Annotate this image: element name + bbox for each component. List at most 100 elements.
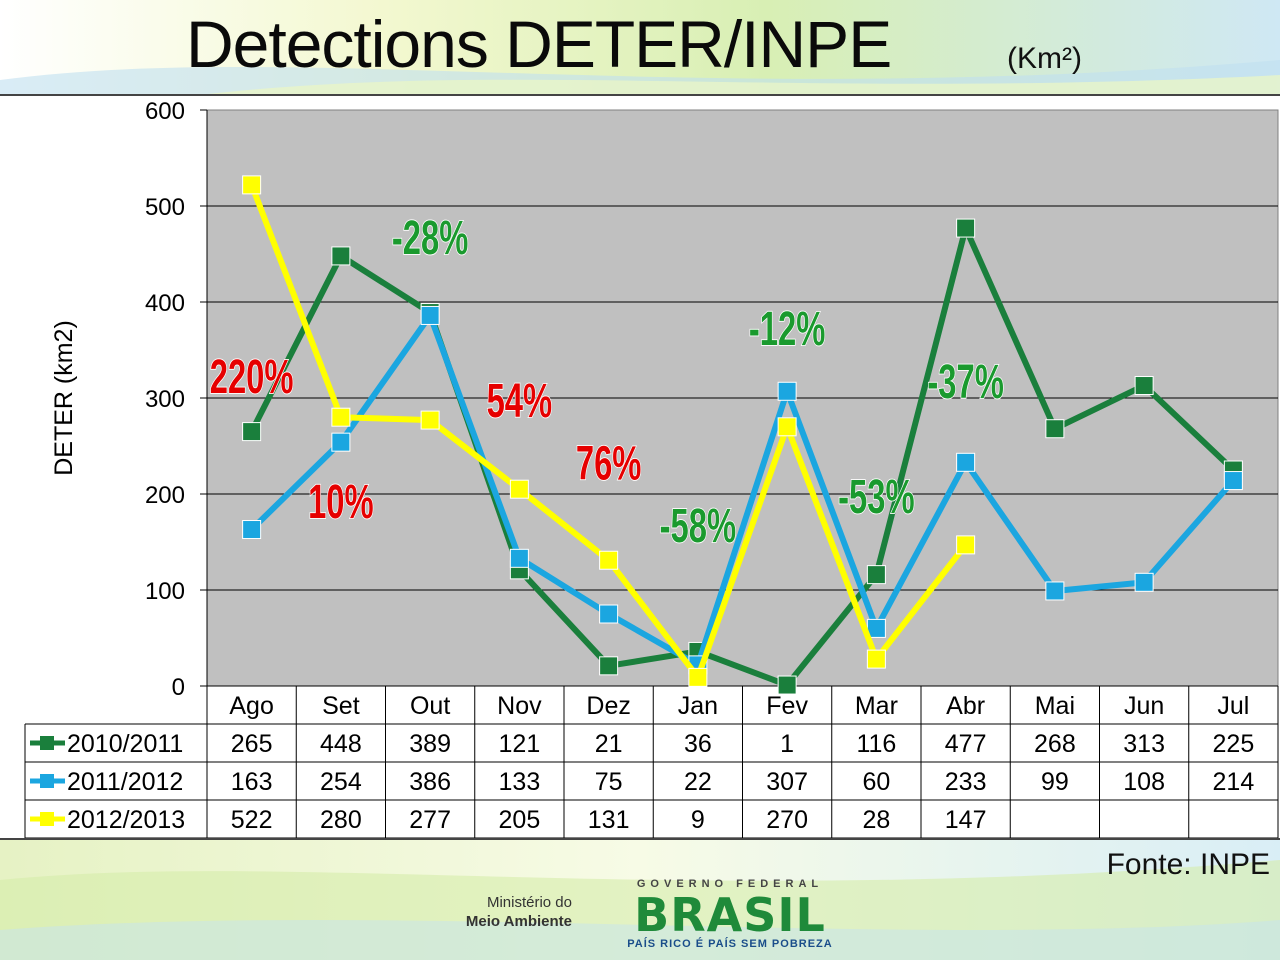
data-point	[420, 410, 440, 430]
table-cell: 268	[1034, 730, 1076, 758]
annotation-label: 220%	[210, 350, 294, 404]
x-tick-label: Dez	[586, 692, 630, 720]
ministry-line1: Ministério do	[486, 894, 572, 911]
table-cell: 522	[231, 806, 273, 834]
data-point	[866, 649, 886, 669]
table-cell: 21	[595, 730, 623, 758]
table-cell: 254	[320, 768, 362, 796]
y-tick-label: 200	[145, 482, 185, 509]
data-point	[1045, 419, 1065, 439]
table-cell: 36	[684, 730, 712, 758]
table-cell: 121	[499, 730, 541, 758]
table-cell: 9	[691, 806, 705, 834]
gov-top-text: GOVERNO FEDERAL	[636, 878, 824, 890]
legend-marker	[40, 736, 54, 750]
page-subtitle: (Km²)	[1007, 42, 1082, 75]
legend-series-name: 2012/2013	[67, 806, 185, 834]
table-cell: 116	[856, 730, 896, 758]
data-point	[1045, 581, 1065, 601]
government-logo: GOVERNO FEDERAL BRASIL PAÍS RICO É PAÍS …	[612, 878, 848, 952]
title-banner: Detections DETER/INPE (Km²)	[0, 0, 1280, 95]
data-point	[331, 407, 351, 427]
table-cell: 477	[945, 730, 987, 758]
data-point	[956, 218, 976, 238]
ministry-logo: Ministério do Meio Ambiente	[448, 893, 572, 931]
data-point	[599, 550, 619, 570]
data-point	[509, 479, 529, 499]
footer-banner	[0, 840, 1280, 960]
legend-series-name: 2011/2012	[67, 768, 183, 796]
footer-swoosh	[0, 840, 1280, 960]
x-tick-label: Mai	[1035, 692, 1075, 720]
x-tick-label: Out	[410, 692, 450, 720]
source-label: Fonte: INPE	[1106, 848, 1270, 881]
table-cell: 307	[766, 768, 808, 796]
legend-marker	[40, 812, 54, 826]
table-cell: 28	[862, 806, 890, 834]
table-cell: 1	[780, 730, 794, 758]
x-tick-label: Nov	[497, 692, 542, 720]
table-cell: 131	[588, 806, 630, 834]
gov-slogan: PAÍS RICO É PAÍS SEM POBREZA	[627, 938, 833, 950]
annotation-label: -37%	[927, 355, 1003, 409]
page-title: Detections DETER/INPE	[186, 7, 892, 81]
y-tick-label: 100	[145, 578, 185, 605]
annotation-label: 76%	[576, 436, 642, 490]
data-point	[331, 246, 351, 266]
data-point	[420, 305, 440, 325]
table-cell: 265	[231, 730, 273, 758]
data-point	[599, 656, 619, 676]
data-point	[777, 417, 797, 437]
series-line	[248, 225, 1236, 689]
table-cell: 60	[862, 768, 890, 796]
divider	[0, 94, 1280, 96]
x-tick-label: Jun	[1124, 692, 1164, 720]
table-cell: 270	[766, 806, 808, 834]
table-cell: 233	[945, 768, 987, 796]
table-cell: 448	[320, 730, 362, 758]
data-point	[777, 381, 797, 401]
table-cell: 22	[684, 768, 712, 796]
data-point	[242, 422, 262, 442]
y-tick-label: 500	[145, 194, 185, 221]
data-point	[509, 548, 529, 568]
data-point	[956, 535, 976, 555]
y-axis-title: DETER (km2)	[50, 320, 78, 476]
divider	[0, 838, 1280, 840]
table-cell: 163	[231, 768, 273, 796]
annotation-label: 54%	[487, 374, 553, 428]
banner-swoosh	[0, 0, 1280, 95]
table-cell: 280	[320, 806, 362, 834]
table-cell: 225	[1213, 730, 1255, 758]
x-tick-label: Ago	[229, 692, 273, 720]
table-cell: 277	[409, 806, 451, 834]
x-tick-label: Set	[322, 692, 360, 720]
y-tick-label: 0	[172, 674, 185, 701]
table-cell: 386	[409, 768, 451, 796]
gov-name: BRASIL	[634, 888, 826, 942]
table-cell: 133	[499, 768, 541, 796]
data-point	[331, 432, 351, 452]
annotation-label: 10%	[308, 475, 374, 529]
table-body-bg	[25, 724, 1278, 838]
annotation-label: -28%	[392, 211, 468, 265]
legend-marker	[40, 774, 54, 788]
data-point	[1223, 471, 1243, 491]
data-point	[688, 667, 708, 687]
table-cell: 99	[1041, 768, 1069, 796]
table-cell: 108	[1123, 768, 1165, 796]
ministry-line2: Meio Ambiente	[465, 913, 572, 930]
table-cell: 147	[945, 806, 987, 834]
annotation-label: -12%	[749, 302, 825, 356]
table-cell: 205	[499, 806, 541, 834]
x-tick-label: Jan	[678, 692, 718, 720]
x-tick-label: Abr	[946, 692, 985, 720]
x-tick-label: Fev	[766, 692, 808, 720]
y-tick-label: 600	[145, 98, 185, 125]
annotation-label: -53%	[838, 470, 914, 524]
data-point	[777, 675, 797, 695]
y-tick-label: 400	[145, 290, 185, 317]
data-point	[599, 604, 619, 624]
x-tick-label: Jul	[1217, 692, 1249, 720]
